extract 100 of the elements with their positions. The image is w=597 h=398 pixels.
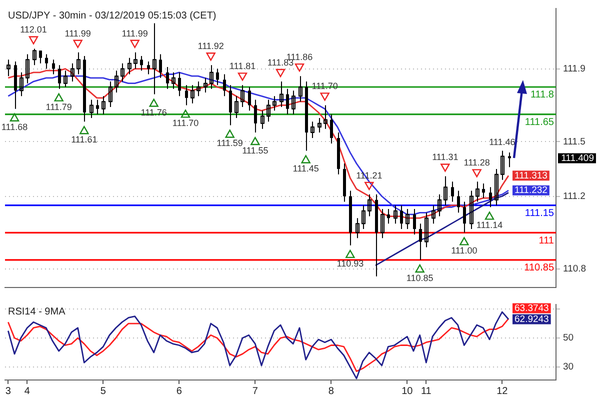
- annotation: 112.01: [20, 24, 47, 35]
- x-tick-label: 4: [24, 386, 30, 397]
- candlestick: [476, 181, 480, 202]
- candlestick: [120, 62, 124, 82]
- candlestick: [470, 190, 474, 230]
- data-label: 111.232: [514, 185, 548, 196]
- candlestick: [362, 204, 366, 230]
- candlestick: [140, 56, 143, 72]
- candlestick: [76, 52, 80, 75]
- annotation: 111.81: [229, 61, 256, 72]
- candlestick: [451, 181, 454, 202]
- candlestick: [128, 57, 132, 75]
- candlestick: [172, 72, 176, 90]
- candlestick: [286, 88, 289, 115]
- candlestick: [254, 99, 257, 134]
- candlestick: [406, 208, 410, 230]
- annotation: 111.99: [122, 28, 148, 38]
- candlestick: [52, 59, 55, 75]
- annotation: 111.61: [71, 134, 98, 145]
- candlestick: [45, 54, 48, 70]
- candlestick: [229, 84, 232, 126]
- x-tick-label: 6: [176, 386, 182, 397]
- candlestick: [178, 72, 181, 97]
- candlestick: [90, 99, 94, 118]
- candlestick: [26, 54, 30, 84]
- candlestick: [482, 183, 485, 199]
- candlestick: [368, 194, 372, 217]
- x-tick-label: 10: [402, 386, 414, 397]
- candlestick: [356, 218, 360, 239]
- x-tick-label: 3: [5, 386, 12, 397]
- candlestick: [463, 201, 466, 234]
- ref-line-label: 111.65: [524, 117, 554, 128]
- candlestick: [223, 74, 226, 97]
- y-tick-label: 111.2: [563, 190, 586, 202]
- candlestick: [394, 204, 398, 224]
- candlestick: [190, 84, 194, 104]
- ref-line-label: 111.8: [530, 90, 554, 101]
- candlestick: [204, 77, 208, 93]
- candlestick: [489, 186, 492, 208]
- ref-line-label: 111.15: [524, 208, 554, 220]
- candlestick: [266, 99, 270, 122]
- annotation: 111.70: [172, 118, 199, 128]
- candlestick: [310, 121, 314, 138]
- candlestick: [134, 52, 138, 70]
- annotation: 111.99: [64, 28, 91, 38]
- annotation: 111.68: [1, 122, 28, 132]
- annotation: 111.59: [216, 138, 243, 148]
- candlestick: [298, 76, 302, 102]
- annotation: 111.28: [464, 158, 490, 168]
- annotation: 111.00: [451, 246, 478, 256]
- candlestick: [424, 212, 428, 248]
- candlestick: [70, 62, 74, 82]
- candlestick: [185, 84, 188, 106]
- data-label: 62.9243: [514, 314, 549, 325]
- x-tick-label: 8: [328, 386, 334, 397]
- candlestick: [152, 22, 156, 95]
- candlestick: [20, 72, 24, 97]
- candlestick: [318, 117, 322, 134]
- candlestick: [196, 81, 200, 97]
- annotation: 111.79: [46, 102, 72, 112]
- annotation: 111.31: [432, 152, 458, 162]
- candlestick: [102, 96, 106, 115]
- candlestick: [444, 176, 448, 206]
- candlestick: [58, 64, 61, 90]
- y-tick-label: 30: [563, 362, 574, 373]
- candlestick: [438, 194, 442, 217]
- y-tick-label: 111.5: [563, 136, 586, 148]
- ref-line-label: 110.85: [524, 262, 554, 274]
- text: 111.409: [561, 152, 594, 164]
- candlestick: [413, 208, 416, 235]
- annotation: 111.46: [489, 136, 516, 147]
- chart-title: USD/JPY - 30min - 03/12/2019 05:15:03 (CET): [8, 10, 216, 22]
- candlestick: [260, 110, 264, 130]
- data-label: 111.313: [514, 170, 548, 182]
- candlestick: [494, 168, 498, 206]
- candlestick: [324, 104, 328, 130]
- candlestick: [210, 64, 214, 90]
- annotation: 110.93: [336, 258, 364, 268]
- candlestick: [240, 84, 244, 108]
- ref-line-label: 111: [538, 235, 554, 246]
- candlestick: [400, 204, 403, 230]
- candlestick: [419, 223, 422, 260]
- candlestick: [330, 114, 333, 144]
- candlestick: [280, 81, 284, 108]
- y-tick-label: 111.9: [563, 63, 586, 74]
- candlestick: [6, 59, 10, 77]
- chart-title: RSI14 - 9MA: [8, 306, 66, 318]
- candlestick: [114, 70, 118, 93]
- candlestick: [292, 90, 296, 115]
- candlestick: [96, 99, 99, 115]
- candlestick: [380, 208, 384, 239]
- candlestick: [39, 50, 42, 64]
- candlestick: [32, 48, 36, 66]
- x-tick-label: 5: [100, 386, 106, 397]
- candlestick: [248, 86, 251, 112]
- annotation: 111.45: [292, 164, 319, 174]
- annotation: 111.14: [476, 220, 503, 230]
- y-tick-label: 110.8: [563, 264, 586, 275]
- candlestick: [159, 54, 162, 78]
- annotation: 111.92: [198, 41, 224, 52]
